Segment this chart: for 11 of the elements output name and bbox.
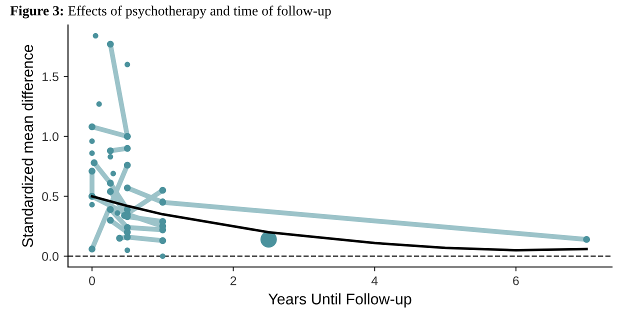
- x-tick-label: 4: [371, 276, 378, 286]
- y-tick-label: 0.5: [42, 192, 58, 201]
- y-tick-label: 1.0: [42, 132, 58, 142]
- x-tick-label: 6: [513, 276, 519, 286]
- y-tick-label: 1.5: [42, 72, 58, 82]
- chart-title: Figure 3: Effects of psychotherapy and time of follow-up: [10, 6, 331, 18]
- x-axis-title: Years Until Follow-up: [268, 293, 412, 308]
- x-tick-label: 2: [230, 276, 236, 286]
- y-axis-title: Standardized mean difference: [22, 44, 34, 248]
- y-tick-label: 0.0: [42, 252, 58, 261]
- x-tick-label: 0: [89, 276, 96, 286]
